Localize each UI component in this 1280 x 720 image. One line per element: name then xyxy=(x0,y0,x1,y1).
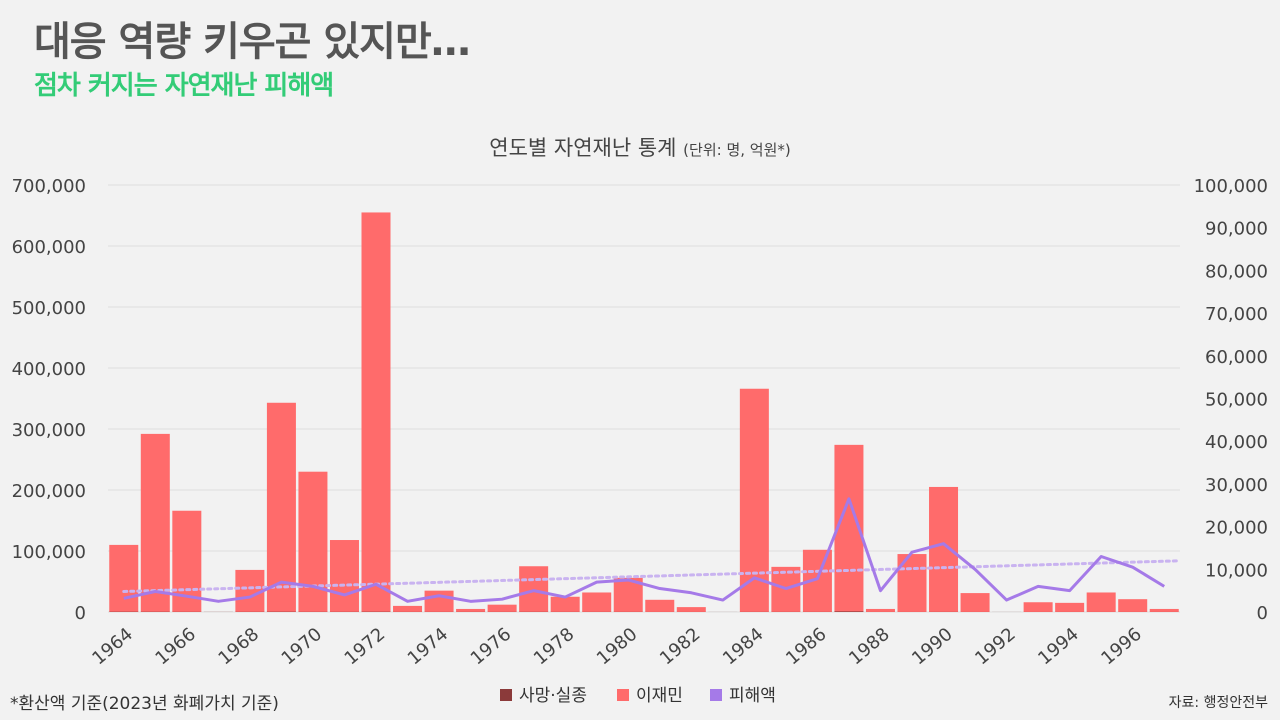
bar-displaced-1976 xyxy=(487,604,517,612)
bar-displaced-1991 xyxy=(960,593,990,612)
x-tick-label: 1966 xyxy=(151,624,200,670)
bar-displaced-1997 xyxy=(1149,608,1179,612)
right-tick-label: 100,000 xyxy=(1194,176,1268,197)
bar-displaced-1982 xyxy=(676,607,706,612)
x-tick-label: 1978 xyxy=(530,624,579,670)
legend-swatch xyxy=(710,689,722,701)
x-tick-label: 1988 xyxy=(845,624,894,670)
chart-title-main: 연도별 자연재난 통계 xyxy=(489,136,683,160)
damage-line xyxy=(123,497,1166,603)
bar-displaced-1996 xyxy=(1118,599,1148,612)
left-tick-label: 500,000 xyxy=(12,298,86,319)
left-tick-label: 200,000 xyxy=(12,481,86,502)
right-tick-label: 70,000 xyxy=(1205,304,1268,325)
left-tick-label: 0 xyxy=(75,603,86,624)
x-tick-label: 1996 xyxy=(1097,624,1146,670)
footnote: *환산액 기준(2023년 화폐가치 기준) xyxy=(10,694,279,714)
x-tick-label: 1964 xyxy=(88,624,137,670)
left-tick-label: 600,000 xyxy=(12,237,86,258)
bar-displaced-1970 xyxy=(298,471,328,612)
bar-displaced-1995 xyxy=(1086,592,1116,612)
bar-displaced-1971 xyxy=(329,540,359,612)
right-tick-label: 90,000 xyxy=(1205,219,1268,240)
right-tick-label: 0 xyxy=(1257,603,1268,624)
x-tick-label: 1972 xyxy=(341,624,390,670)
bar-displaced-1993 xyxy=(1023,602,1053,612)
left-tick-label: 100,000 xyxy=(12,542,86,563)
subheadline: 점차 커지는 자연재난 피해액 xyxy=(34,71,334,101)
bar-displaced-1981 xyxy=(645,599,675,612)
x-tick-label: 1986 xyxy=(782,624,831,670)
bar-displaced-1964 xyxy=(109,544,139,612)
x-tick-label: 1994 xyxy=(1034,624,1083,670)
x-tick-label: 1984 xyxy=(719,624,768,670)
x-tick-label: 1982 xyxy=(656,624,705,670)
bar-displaced-1969 xyxy=(266,402,296,612)
bar-displaced-1984 xyxy=(739,388,769,612)
x-tick-label: 1976 xyxy=(467,624,516,670)
bar-displaced-1975 xyxy=(456,608,486,612)
chart-title: 연도별 자연재난 통계 (단위: 명, 억원*) xyxy=(489,136,790,160)
bar-displaced-1994 xyxy=(1055,602,1085,612)
right-tick-label: 30,000 xyxy=(1205,475,1268,496)
x-tick-label: 1980 xyxy=(593,624,642,670)
left-tick-label: 400,000 xyxy=(12,359,86,380)
legend-label: 피해액 xyxy=(729,686,776,706)
legend-swatch xyxy=(500,689,512,701)
x-tick-label: 1990 xyxy=(908,624,957,670)
right-tick-label: 80,000 xyxy=(1205,261,1268,282)
bar-displaced-1977 xyxy=(519,566,549,612)
legend-label: 이재민 xyxy=(636,686,683,706)
bar-displaced-1990 xyxy=(929,486,959,612)
bar-displaced-1978 xyxy=(550,596,580,612)
right-tick-label: 60,000 xyxy=(1205,347,1268,368)
x-tick-label: 1974 xyxy=(404,624,453,670)
legend-label: 사망·실종 xyxy=(519,686,587,706)
source-note: 자료: 행정안전부 xyxy=(1168,695,1268,711)
left-tick-label: 300,000 xyxy=(12,420,86,441)
x-tick-label: 1970 xyxy=(278,624,327,670)
right-tick-label: 40,000 xyxy=(1205,432,1268,453)
bar-displaced-1988 xyxy=(865,608,895,612)
x-tick-label: 1968 xyxy=(215,624,264,670)
bar-displaced-1974 xyxy=(424,590,454,612)
bar-displaced-1973 xyxy=(393,605,423,612)
bar-displaced-1979 xyxy=(582,592,612,612)
damage-trendline xyxy=(122,559,1182,594)
right-tick-label: 10,000 xyxy=(1205,560,1268,581)
left-tick-label: 700,000 xyxy=(12,176,86,197)
right-tick-label: 50,000 xyxy=(1205,390,1268,411)
chart-title-unit: (단위: 명, 억원*) xyxy=(683,141,791,159)
x-tick-label: 1992 xyxy=(971,624,1020,670)
bar-deaths-1987 xyxy=(834,611,864,612)
right-tick-label: 20,000 xyxy=(1205,518,1268,539)
bar-displaced-1965 xyxy=(140,433,170,612)
bar-displaced-1972 xyxy=(361,212,391,612)
legend-swatch xyxy=(617,689,629,701)
headline: 대응 역량 키우곤 있지만… xyxy=(34,19,471,65)
